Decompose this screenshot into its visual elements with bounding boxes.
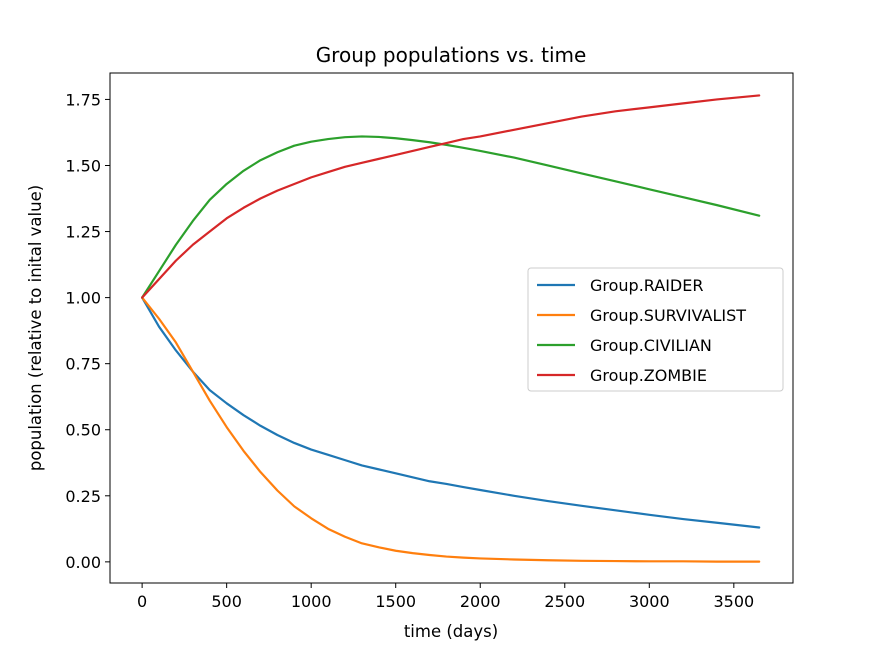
series-line-group-survivalist: [141, 296, 761, 563]
series-line-group-raider: [141, 296, 761, 529]
x-tick-label: 2000: [460, 592, 501, 611]
x-tick-label: 500: [211, 592, 242, 611]
y-tick-label: 1.00: [65, 289, 101, 308]
legend-label: Group.SURVIVALIST: [590, 306, 746, 325]
plot-frame: [109, 72, 794, 584]
y-tick-label: 0.50: [65, 421, 101, 440]
legend-box: [527, 267, 784, 392]
y-tick-label: 0.25: [65, 487, 101, 506]
series-layer: [141, 94, 761, 563]
legend-label: Group.ZOMBIE: [590, 366, 707, 385]
x-tick-label: 2500: [544, 592, 585, 611]
y-tick-label: 1.75: [65, 90, 101, 109]
y-tick-label: 1.50: [65, 156, 101, 175]
x-axis-ticks: 0 500 1000 1500 2000 2500 3000 3500: [137, 583, 754, 611]
legend: Group.RAIDER Group.SURVIVALIST Group.CIVIL…: [527, 267, 784, 392]
y-axis-ticks: 0.00 0.25 0.50 0.75 1.00 1.25 1.50 1.75: [65, 90, 110, 572]
chart-title: Group populations vs. time: [316, 43, 587, 67]
x-tick-label: 3500: [713, 592, 754, 611]
legend-entries: Group.RAIDER Group.SURVIVALIST Group.CIVIL…: [537, 276, 746, 385]
x-axis-label: time (days): [404, 622, 498, 641]
legend-label: Group.CIVILIAN: [590, 336, 712, 355]
x-tick-label: 0: [137, 592, 147, 611]
y-tick-label: 0.00: [65, 553, 101, 572]
x-tick-label: 1500: [375, 592, 416, 611]
series-line-group-civilian: [141, 135, 761, 299]
y-axis-label: population (relative to inital value): [26, 185, 45, 471]
plot-area: 0 500 1000 1500 2000 2500 3000 3500 0.00 0.25 0.5…: [65, 72, 794, 611]
legend-label: Group.RAIDER: [590, 276, 703, 295]
x-tick-label: 3000: [629, 592, 670, 611]
series-line-group-zombie: [141, 94, 761, 299]
y-tick-label: 1.25: [65, 223, 101, 242]
y-tick-label: 0.75: [65, 355, 101, 374]
x-tick-label: 1000: [291, 592, 332, 611]
